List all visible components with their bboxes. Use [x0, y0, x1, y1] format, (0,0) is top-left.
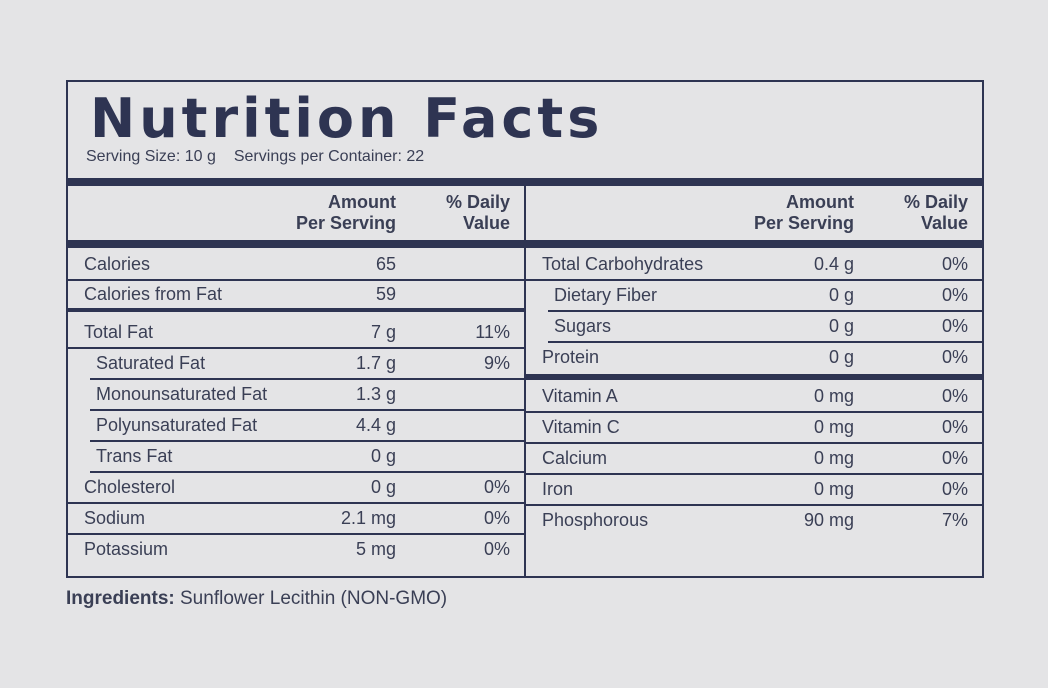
nutrient-name: Calories: [84, 254, 151, 274]
nutrient-dv: 11%: [475, 322, 510, 342]
row-total-carbohydrates: Total Carbohydrates 0.4 g 0%: [526, 250, 984, 281]
row-potassium: Potassium 5 mg 0%: [68, 535, 524, 566]
nutrient-amount: 0 g: [370, 446, 396, 466]
nutrient-name: Vitamin C: [542, 417, 620, 437]
row-cholesterol: Cholesterol 0 g 0%: [68, 473, 524, 504]
nutrient-amount: 5 mg: [355, 539, 396, 559]
nutrient-dv: 0%: [941, 386, 968, 406]
nutrient-amount: 0 mg: [813, 479, 854, 499]
amount-header-line2: Per Serving: [295, 213, 396, 233]
row-saturated-fat: Saturated Fat 1.7 g 9%: [90, 349, 524, 380]
row-phosphorous: Phosphorous 90 mg 7%: [526, 506, 984, 537]
dv-header-line2: Value: [920, 213, 968, 233]
nutrient-name: Potassium: [84, 539, 169, 559]
nutrient-amount: 0 mg: [813, 417, 854, 437]
left-amount-header: Amount Per Serving: [268, 192, 396, 234]
nutrient-name: Dietary Fiber: [554, 285, 658, 305]
nutrient-amount: 65: [375, 254, 396, 274]
nutrient-name: Vitamin A: [542, 386, 618, 406]
nutrient-amount: 0 mg: [813, 386, 854, 406]
right-section-bar: [525, 374, 982, 380]
row-calcium: Calcium 0 mg 0%: [526, 444, 984, 475]
nutrient-amount: 0 g: [370, 477, 396, 497]
serving-info: Serving Size: 10 g Servings per Container…: [86, 148, 424, 166]
nutrient-dv: 0%: [483, 508, 510, 528]
nutrient-amount: 1.7 g: [355, 353, 396, 373]
nutrient-amount: 0 g: [828, 285, 854, 305]
nutrient-name: Calories from Fat: [84, 284, 223, 304]
row-total-fat: Total Fat 7 g 11%: [68, 318, 524, 349]
nutrient-dv: 7%: [941, 510, 968, 530]
row-trans-fat: Trans Fat 0 g: [90, 442, 524, 473]
nutrient-dv: 0%: [483, 477, 510, 497]
row-calories: Calories 65: [68, 250, 524, 281]
nutrient-dv: 9%: [483, 353, 510, 373]
dv-header-line1: % Daily: [445, 192, 510, 212]
header-top-bar: [68, 178, 982, 186]
nutrient-dv: 0%: [941, 479, 968, 499]
left-dv-header: % Daily Value: [418, 192, 510, 234]
row-polyunsaturated-fat: Polyunsaturated Fat 4.4 g: [90, 411, 524, 442]
row-sodium: Sodium 2.1 mg 0%: [68, 504, 524, 535]
amount-header-line2: Per Serving: [753, 213, 854, 233]
nutrient-dv: 0%: [483, 539, 510, 559]
row-vitamin-c: Vitamin C 0 mg 0%: [526, 413, 984, 444]
nutrient-amount: 7 g: [370, 322, 396, 342]
column-divider: [524, 186, 526, 578]
row-dietary-fiber: Dietary Fiber 0 g 0%: [548, 281, 984, 312]
row-sugars: Sugars 0 g 0%: [548, 312, 984, 343]
nutrient-name: Iron: [542, 479, 574, 499]
nutrient-name: Total Fat: [84, 322, 154, 342]
ingredients-label: Ingredients:: [66, 588, 175, 609]
nutrient-amount: 0 mg: [813, 448, 854, 468]
nutrient-amount: 1.3 g: [355, 384, 396, 404]
nutrition-facts-panel: Nutrition Facts Serving Size: 10 g Servin…: [66, 80, 984, 578]
right-amount-header: Amount Per Serving: [726, 192, 854, 234]
nutrient-name: Polyunsaturated Fat: [96, 415, 258, 435]
nutrient-amount: 59: [375, 284, 396, 304]
servings-per-container: Servings per Container: 22: [233, 148, 425, 165]
nutrient-dv: 0%: [941, 417, 968, 437]
nutrient-dv: 0%: [941, 316, 968, 336]
row-calories-from-fat: Calories from Fat 59: [68, 280, 524, 311]
nutrient-dv: 0%: [941, 285, 968, 305]
nutrient-amount: 4.4 g: [355, 415, 396, 435]
ingredients-line: Ingredients: Sunflower Lecithin (NON-GMO…: [66, 588, 447, 610]
nutrient-name: Protein: [542, 347, 600, 367]
nutrient-name: Cholesterol: [84, 477, 176, 497]
nutrient-dv: 0%: [941, 347, 968, 367]
nutrient-amount: 0.4 g: [813, 254, 854, 274]
row-vitamin-a: Vitamin A 0 mg 0%: [526, 382, 984, 413]
nutrient-name: Trans Fat: [96, 446, 173, 466]
nutrient-amount: 90 mg: [803, 510, 854, 530]
row-iron: Iron 0 mg 0%: [526, 475, 984, 506]
nutrient-amount: 2.1 mg: [340, 508, 396, 528]
amount-header-line1: Amount: [328, 192, 396, 212]
nutrition-facts-title: Nutrition Facts: [90, 87, 604, 150]
dv-header-line2: Value: [462, 213, 510, 233]
dv-header-line1: % Daily: [903, 192, 968, 212]
nutrient-dv: 0%: [941, 254, 968, 274]
row-monounsaturated-fat: Monounsaturated Fat 1.3 g: [90, 380, 524, 411]
amount-header-line1: Amount: [786, 192, 854, 212]
nutrient-name: Total Carbohydrates: [542, 254, 704, 274]
nutrient-name: Sugars: [554, 316, 612, 336]
nutrient-amount: 0 g: [828, 347, 854, 367]
ingredients-text: Sunflower Lecithin (NON-GMO): [174, 588, 448, 609]
nutrient-name: Monounsaturated Fat: [96, 384, 268, 404]
nutrient-dv: 0%: [941, 448, 968, 468]
right-dv-header: % Daily Value: [876, 192, 968, 234]
row-protein: Protein 0 g 0%: [526, 343, 984, 374]
nutrient-amount: 0 g: [828, 316, 854, 336]
nutrient-name: Calcium: [542, 448, 608, 468]
serving-size: Serving Size: 10 g: [86, 148, 216, 165]
nutrient-name: Saturated Fat: [96, 353, 206, 373]
nutrient-name: Phosphorous: [542, 510, 649, 530]
nutrient-name: Sodium: [84, 508, 146, 528]
